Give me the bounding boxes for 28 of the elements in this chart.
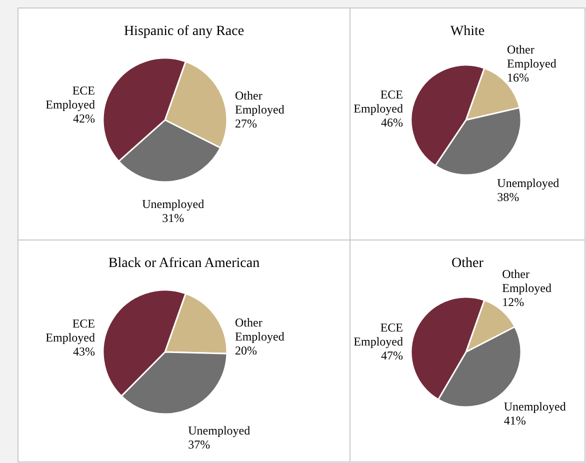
slice-label: Other Employed (507, 42, 556, 70)
chart-title: Black or African American (108, 256, 260, 271)
chart-title: Other (452, 256, 484, 271)
slice-label: Other Employed (235, 315, 284, 344)
data-label: 41% (504, 414, 526, 428)
slice-label: ECE Employed (46, 316, 95, 344)
data-label: 16% (507, 70, 530, 84)
data-label: 43% (73, 344, 95, 358)
data-label: 37% (188, 437, 210, 452)
data-label: 42% (73, 112, 95, 126)
slice-label: Unemployed (188, 423, 250, 438)
data-label: 20% (235, 343, 257, 358)
slice-label: Unemployed (142, 197, 204, 212)
slice-label: ECE Employed (354, 88, 403, 116)
data-label: 46% (381, 116, 403, 130)
slice-label: Unemployed (497, 176, 560, 190)
chart-title: Hispanic of any Race (124, 24, 244, 39)
chart-title: White (450, 24, 485, 39)
slice-label: Unemployed (504, 400, 566, 414)
data-label: 12% (502, 294, 524, 309)
data-label: 38% (497, 190, 520, 204)
slice-label: ECE Employed (46, 84, 95, 112)
data-label: 47% (381, 348, 403, 362)
slice-label: Other Employed (235, 88, 284, 117)
data-label: 27% (235, 116, 257, 131)
slice-label: ECE Employed (354, 320, 403, 348)
slice-label: Other Employed (502, 266, 552, 295)
data-label: 31% (162, 211, 184, 226)
